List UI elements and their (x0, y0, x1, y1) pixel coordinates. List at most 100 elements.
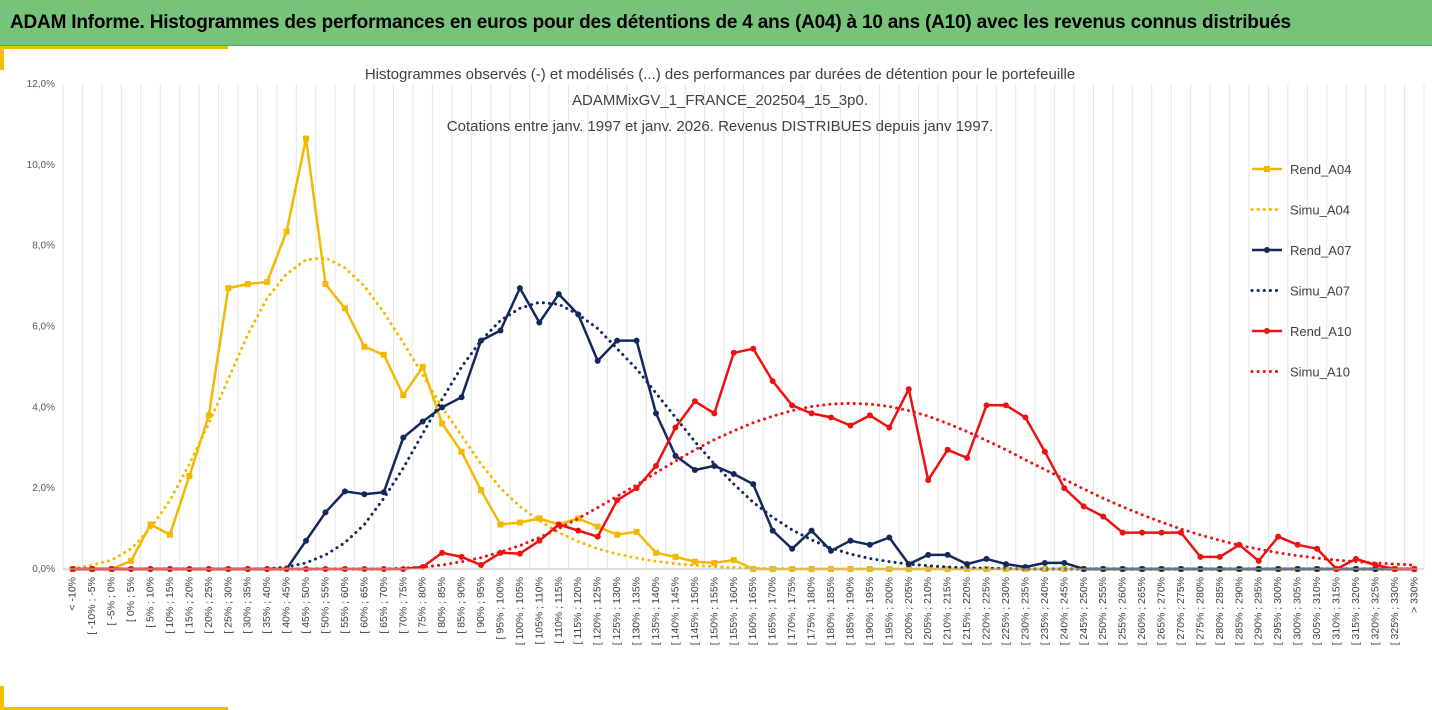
data-point-rend-a07 (691, 466, 698, 473)
x-tick-label: [ 20% ; 25% (203, 577, 215, 634)
data-point-rend-a10 (1022, 414, 1029, 421)
legend-marker-rend-a04 (1264, 166, 1270, 172)
x-tick-label: [ -10% ; -5% (86, 577, 98, 635)
x-tick-label: [ 85% ; 90% (456, 577, 468, 634)
x-tick-label: [ 145% ; 150% (689, 577, 701, 645)
data-point-rend-a04 (419, 363, 426, 370)
legend-label-simu-a04: Simu_A04 (1290, 203, 1350, 218)
x-tick-label: [ 170% ; 175% (786, 577, 798, 645)
data-point-rend-a10 (439, 549, 446, 556)
data-point-rend-a07 (322, 509, 329, 516)
data-point-rend-a10 (711, 410, 718, 417)
x-tick-label: [ 60% ; 65% (358, 577, 370, 634)
y-tick-label: 0,0% (32, 564, 55, 575)
data-point-rend-a04 (497, 521, 504, 528)
x-tick-label: [ 45% ; 50% (300, 577, 312, 634)
x-tick-label: [ 25% ; 30% (222, 577, 234, 634)
y-tick-label: 2,0% (32, 483, 55, 494)
data-point-rend-a10 (730, 349, 737, 356)
x-tick-label: [ 310% ; 315% (1331, 577, 1343, 645)
x-tick-label: [ 190% ; 195% (864, 577, 876, 645)
data-point-rend-a04 (264, 279, 271, 286)
data-point-rend-a04 (614, 531, 621, 538)
data-point-rend-a07 (672, 452, 679, 459)
data-point-rend-a07 (614, 337, 621, 344)
accent-line-bottom (0, 707, 228, 710)
x-tick-label: [ 155% ; 160% (728, 577, 740, 645)
x-tick-label: [ 30% ; 35% (242, 577, 254, 634)
x-tick-label: [ 160% ; 165% (747, 577, 759, 645)
data-point-rend-a10 (1139, 529, 1146, 536)
x-tick-label: [ 290% ; 295% (1253, 577, 1265, 645)
data-point-rend-a07 (303, 537, 310, 544)
data-point-rend-a07 (341, 488, 348, 495)
data-point-rend-a10 (1294, 541, 1301, 548)
data-point-rend-a10 (808, 410, 815, 417)
x-tick-label: [ 135% ; 140% (650, 577, 662, 645)
chart-title-line-3: Cotations entre janv. 1997 et janv. 2026… (447, 118, 993, 135)
data-point-rend-a10 (1314, 545, 1321, 552)
data-point-rend-a04 (166, 531, 173, 538)
data-point-rend-a04 (244, 281, 251, 288)
data-point-rend-a04 (303, 135, 310, 142)
data-point-rend-a04 (516, 519, 523, 526)
data-point-rend-a07 (925, 551, 932, 558)
accent-bar-top (0, 46, 4, 70)
data-point-rend-a10 (1041, 448, 1048, 455)
data-point-rend-a10 (983, 402, 990, 409)
x-tick-label: [ 220% ; 225% (981, 577, 993, 645)
x-tick-label: [ 285% ; 290% (1233, 577, 1245, 645)
data-point-rend-a07 (750, 481, 757, 488)
data-point-rend-a04 (400, 392, 407, 399)
data-point-rend-a10 (886, 424, 893, 431)
data-point-rend-a04 (575, 515, 582, 522)
x-tick-label: [ 110% ; 115% (553, 577, 565, 644)
x-tick-label: [ 245% ; 250% (1078, 577, 1090, 645)
x-tick-label: [ 215% ; 220% (961, 577, 973, 645)
data-point-rend-a10 (750, 345, 757, 352)
x-tick-label: [ 275% ; 280% (1194, 577, 1206, 645)
y-tick-label: 10,0% (27, 160, 55, 171)
data-point-rend-a10 (653, 462, 660, 469)
data-point-rend-a10 (847, 422, 854, 429)
y-tick-label: 6,0% (32, 322, 55, 333)
x-tick-label: [ 315% ; 320% (1350, 577, 1362, 645)
x-tick-label: [ 65% ; 70% (378, 577, 390, 634)
x-tick-label: [ 320% ; 325% (1369, 577, 1381, 645)
data-point-rend-a04 (186, 473, 193, 480)
legend-label-rend-a07: Rend_A07 (1290, 243, 1351, 258)
data-point-rend-a10 (478, 561, 485, 568)
x-tick-label: [ 200% ; 205% (903, 577, 915, 645)
data-point-rend-a04 (380, 351, 387, 358)
series-line-simu-a07 (71, 300, 1416, 571)
data-point-rend-a04 (478, 487, 485, 494)
data-point-rend-a07 (1041, 559, 1048, 566)
data-point-rend-a10 (827, 414, 834, 421)
data-point-rend-a07 (400, 434, 407, 441)
x-tick-label: [ 105% ; 110% (533, 577, 545, 645)
data-point-rend-a04 (730, 557, 737, 564)
x-tick-label: [ 225% ; 230% (1000, 577, 1012, 645)
data-point-rend-a04 (322, 281, 329, 288)
data-point-rend-a04 (205, 412, 212, 419)
data-point-rend-a07 (536, 319, 543, 326)
x-tick-label: [ 295% ; 300% (1272, 577, 1284, 645)
x-tick-label: [ 0% ; 5% (125, 577, 137, 622)
x-tick-label: [ 260% ; 265% (1136, 577, 1148, 645)
data-point-rend-a07 (789, 545, 796, 552)
x-tick-label: [ 270% ; 275% (1175, 577, 1187, 645)
y-tick-label: 8,0% (32, 241, 55, 252)
data-point-rend-a07 (983, 555, 990, 562)
data-point-rend-a07 (439, 404, 446, 411)
data-point-rend-a07 (847, 537, 854, 544)
data-point-rend-a04 (458, 448, 465, 455)
data-point-rend-a04 (633, 528, 640, 535)
x-tick-label: [ 180% ; 185% (825, 577, 837, 645)
data-point-rend-a04 (594, 523, 601, 530)
header-bar: ADAM Informe. Histogrammes des performan… (0, 0, 1432, 46)
data-point-rend-a07 (516, 285, 523, 292)
data-point-rend-a07 (594, 357, 601, 364)
data-point-rend-a07 (633, 337, 640, 344)
data-point-rend-a10 (1216, 553, 1223, 560)
data-point-rend-a10 (1158, 529, 1165, 536)
